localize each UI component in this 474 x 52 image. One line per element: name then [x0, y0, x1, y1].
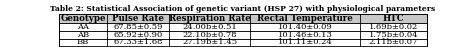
Text: Rectal Temperature: Rectal Temperature — [257, 14, 353, 23]
Text: BB: BB — [77, 38, 89, 46]
Text: 2.11b±0.07: 2.11b±0.07 — [369, 38, 418, 46]
Bar — [59, 31, 427, 39]
Text: Pulse Rate: Pulse Rate — [112, 14, 164, 23]
Text: HTC: HTC — [383, 14, 404, 23]
Bar — [59, 23, 427, 31]
Text: 1.69b±0.02: 1.69b±0.02 — [369, 23, 418, 31]
Text: Genotype: Genotype — [60, 14, 106, 23]
Text: 22.10b±0.78: 22.10b±0.78 — [182, 31, 237, 39]
Text: 101.46±0.13: 101.46±0.13 — [278, 31, 333, 39]
Text: 67.33±1.68: 67.33±1.68 — [113, 38, 163, 46]
Text: AB: AB — [77, 31, 89, 39]
Text: 101.40±0.09: 101.40±0.09 — [278, 23, 333, 31]
Text: 24.00b±0.51: 24.00b±0.51 — [182, 23, 237, 31]
Text: AA: AA — [77, 23, 89, 31]
Text: Respiration Rate: Respiration Rate — [169, 14, 251, 23]
Text: 27.19b±1.45: 27.19b±1.45 — [182, 38, 237, 46]
Bar — [59, 39, 427, 46]
Text: 67.85±0.59: 67.85±0.59 — [113, 23, 163, 31]
Text: Table 2: Statistical Association of genetic variant (HSP 27) with physiological : Table 2: Statistical Association of gene… — [50, 5, 436, 13]
Text: 101.11±0.24: 101.11±0.24 — [278, 38, 333, 46]
Bar — [59, 14, 427, 23]
Text: 1.75b±0.04: 1.75b±0.04 — [369, 31, 419, 39]
Text: 65.92±0.90: 65.92±0.90 — [114, 31, 163, 39]
